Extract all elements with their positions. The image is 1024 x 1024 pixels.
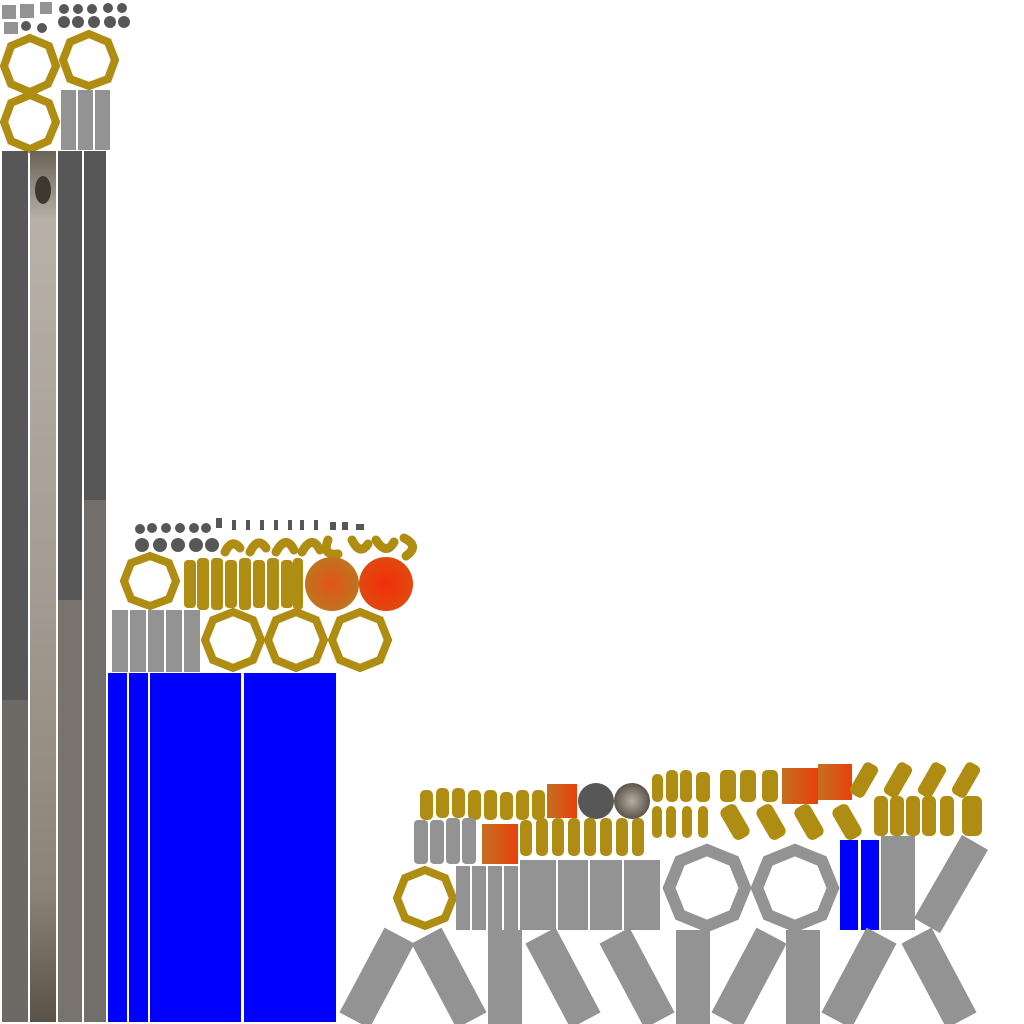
steel-chip [4, 22, 18, 34]
dark-bolt-heads [135, 518, 364, 552]
steel-chip [20, 4, 34, 18]
rock-overlay [84, 500, 106, 1022]
steel-block [456, 860, 660, 930]
steel-bar-short [184, 610, 200, 672]
gold-ring [119, 551, 181, 611]
gold-clip [220, 533, 417, 561]
orange-square [782, 768, 818, 804]
steel-bar-short [61, 90, 76, 150]
steel-bar-short [112, 610, 128, 672]
steel-chip [40, 2, 52, 14]
steel-chip [2, 5, 16, 19]
steel-bar-short [414, 818, 476, 864]
rock-disc [614, 783, 650, 819]
blue-panel [861, 840, 879, 930]
steel-block [881, 836, 915, 930]
orange-square [482, 824, 518, 864]
gold-ring [200, 607, 393, 673]
gold-cylinders [184, 558, 303, 610]
top-left-tiles [0, 2, 130, 1022]
steel-bar-short [78, 90, 93, 150]
gold-ring [0, 29, 120, 154]
gold-slats [849, 762, 981, 798]
orange-square [547, 784, 577, 818]
blue-panel [244, 673, 336, 1022]
steel-bar-short [148, 610, 164, 672]
rock-knot [35, 176, 51, 204]
blue-panel [129, 673, 148, 1022]
blue-panel [840, 840, 858, 930]
steel-slab-angled [339, 927, 977, 1024]
steel-bar-short [95, 90, 110, 150]
gold-ring [392, 865, 458, 931]
gold-cylinders [420, 770, 778, 820]
orange-square [818, 764, 852, 800]
blue-panel [150, 673, 241, 1022]
dark-bolt-heads [21, 3, 130, 33]
red-sphere [359, 557, 413, 611]
steel-ring [662, 843, 840, 933]
steel-disc [578, 783, 614, 819]
rock-overlay [58, 600, 82, 1022]
rock-overlay [2, 700, 28, 1022]
steel-slab-angled [914, 834, 988, 934]
steel-bar-short [130, 610, 146, 672]
gold-slats [720, 804, 862, 840]
mid-left-tiles [108, 518, 417, 1022]
orange-sphere [305, 557, 359, 611]
bottom-right-tiles [339, 762, 988, 1024]
steel-column [2, 151, 28, 1022]
steel-bar-short [166, 610, 182, 672]
rock-column [30, 151, 56, 1022]
gold-cylinders [520, 796, 982, 856]
blue-panel [108, 673, 127, 1022]
